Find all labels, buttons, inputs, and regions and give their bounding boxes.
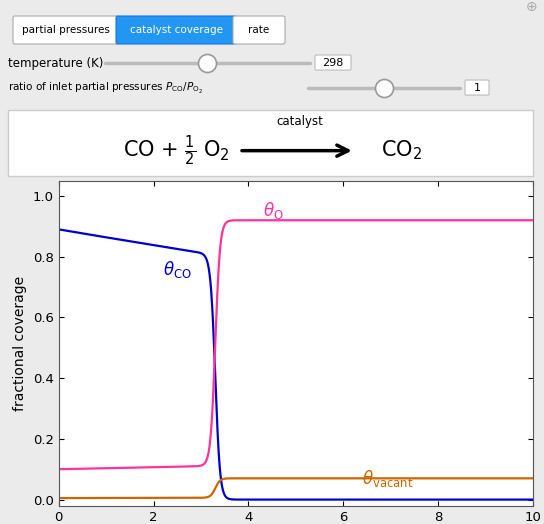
FancyBboxPatch shape [465,80,489,95]
FancyBboxPatch shape [116,16,236,44]
FancyBboxPatch shape [13,16,119,44]
FancyBboxPatch shape [315,55,351,70]
Y-axis label: fractional coverage: fractional coverage [14,276,27,411]
Text: $\theta_\mathregular{vacant}$: $\theta_\mathregular{vacant}$ [362,468,414,489]
Text: CO$_\mathregular{2}$: CO$_\mathregular{2}$ [381,139,423,162]
Text: 1: 1 [473,83,480,93]
Text: catalyst: catalyst [276,115,323,128]
FancyBboxPatch shape [233,16,285,44]
Text: CO + $\mathregular{\frac{1}{2}}$ O$_\mathregular{2}$: CO + $\mathregular{\frac{1}{2}}$ O$_\mat… [123,134,230,168]
Text: ⊕: ⊕ [526,0,538,14]
Text: catalyst coverage: catalyst coverage [129,25,222,35]
Text: $\theta_\mathregular{CO}$: $\theta_\mathregular{CO}$ [163,259,192,280]
Text: $\theta_\mathregular{O}$: $\theta_\mathregular{O}$ [263,200,283,221]
Text: rate: rate [249,25,270,35]
Text: temperature (K): temperature (K) [8,57,103,70]
Text: partial pressures: partial pressures [22,25,110,35]
FancyBboxPatch shape [8,110,533,176]
Text: 298: 298 [322,58,344,68]
Text: ratio of inlet partial pressures $P_\mathregular{CO}$/$P_{\mathregular{O}_2}$: ratio of inlet partial pressures $P_\mat… [8,81,203,95]
